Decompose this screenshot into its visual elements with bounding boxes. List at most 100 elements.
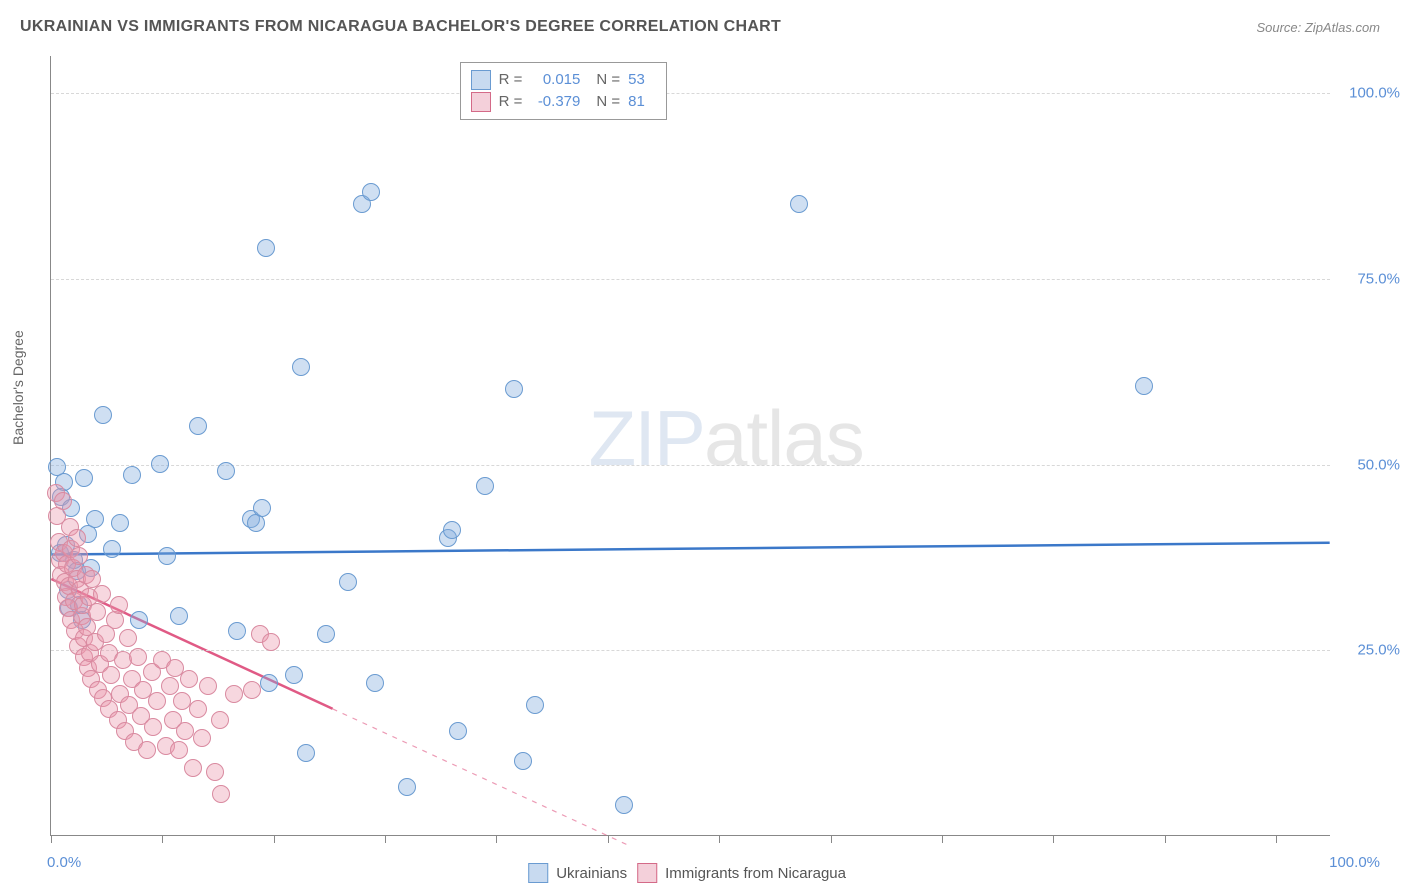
data-point-ukrainians (339, 573, 357, 591)
data-point-nicaragua (189, 700, 207, 718)
data-point-ukrainians (526, 696, 544, 714)
x-tick (385, 835, 386, 843)
data-point-nicaragua (193, 729, 211, 747)
data-point-ukrainians (443, 521, 461, 539)
x-tick (608, 835, 609, 843)
legend-swatch-icon (528, 863, 548, 883)
data-point-ukrainians (514, 752, 532, 770)
data-point-ukrainians (86, 510, 104, 528)
data-point-ukrainians (130, 611, 148, 629)
y-axis-label: Bachelor's Degree (10, 330, 26, 445)
legend-swatch-icon (471, 70, 491, 90)
n-label: N = (596, 69, 620, 91)
legend-swatch-icon (637, 863, 657, 883)
y-tick-label: 50.0% (1340, 456, 1400, 473)
data-point-ukrainians (476, 477, 494, 495)
data-point-nicaragua (102, 666, 120, 684)
data-point-ukrainians (253, 499, 271, 517)
x-min-label: 0.0% (47, 854, 81, 871)
data-point-ukrainians (189, 417, 207, 435)
data-point-nicaragua (70, 547, 88, 565)
grid-line (51, 465, 1330, 466)
data-point-nicaragua (176, 722, 194, 740)
data-point-ukrainians (285, 666, 303, 684)
data-point-nicaragua (199, 677, 217, 695)
data-point-ukrainians (292, 358, 310, 376)
data-point-ukrainians (615, 796, 633, 814)
data-point-ukrainians (111, 514, 129, 532)
data-point-nicaragua (173, 692, 191, 710)
trend-line-dashed-nicaragua (333, 709, 627, 845)
data-point-ukrainians (362, 183, 380, 201)
data-point-nicaragua (129, 648, 147, 666)
data-point-ukrainians (170, 607, 188, 625)
x-tick (162, 835, 163, 843)
data-point-nicaragua (243, 681, 261, 699)
x-tick (274, 835, 275, 843)
data-point-nicaragua (262, 633, 280, 651)
legend-stat-row-ukrainians: R = 0.015 N = 53 (471, 69, 657, 91)
data-point-ukrainians (366, 674, 384, 692)
grid-line (51, 279, 1330, 280)
data-point-ukrainians (217, 462, 235, 480)
data-point-nicaragua (212, 785, 230, 803)
legend-swatch-icon (471, 92, 491, 112)
r-value: 0.015 (530, 69, 580, 91)
data-point-nicaragua (206, 763, 224, 781)
data-point-ukrainians (260, 674, 278, 692)
series-legend: Ukrainians Immigrants from Nicaragua (528, 863, 846, 883)
chart-title: UKRAINIAN VS IMMIGRANTS FROM NICARAGUA B… (20, 18, 781, 36)
data-point-nicaragua (148, 692, 166, 710)
n-label: N = (596, 91, 620, 113)
x-tick (1276, 835, 1277, 843)
y-tick-label: 100.0% (1340, 85, 1400, 102)
data-point-ukrainians (158, 547, 176, 565)
data-point-nicaragua (119, 629, 137, 647)
data-point-ukrainians (297, 744, 315, 762)
data-point-ukrainians (398, 778, 416, 796)
grid-line (51, 93, 1330, 94)
n-value: 53 (628, 69, 656, 91)
trend-lines (51, 56, 1330, 835)
x-tick (942, 835, 943, 843)
x-tick (831, 835, 832, 843)
data-point-nicaragua (180, 670, 198, 688)
x-max-label: 100.0% (1329, 854, 1380, 871)
y-tick-label: 75.0% (1340, 270, 1400, 287)
r-label: R = (499, 69, 523, 91)
data-point-nicaragua (68, 529, 86, 547)
data-point-nicaragua (93, 585, 111, 603)
x-tick (1165, 835, 1166, 843)
correlation-legend: R = 0.015 N = 53 R = -0.379 N = 81 (460, 62, 668, 120)
data-point-ukrainians (123, 466, 141, 484)
data-point-nicaragua (184, 759, 202, 777)
data-point-ukrainians (75, 469, 93, 487)
data-point-nicaragua (110, 596, 128, 614)
source-attribution: Source: ZipAtlas.com (1256, 20, 1380, 35)
legend-label: Immigrants from Nicaragua (665, 865, 846, 882)
x-tick (719, 835, 720, 843)
x-tick (1053, 835, 1054, 843)
data-point-ukrainians (317, 625, 335, 643)
data-point-nicaragua (54, 492, 72, 510)
data-point-ukrainians (228, 622, 246, 640)
legend-item-ukrainians: Ukrainians (528, 863, 627, 883)
trend-line-ukrainians (51, 543, 1329, 555)
r-value: -0.379 (530, 91, 580, 113)
legend-item-nicaragua: Immigrants from Nicaragua (637, 863, 846, 883)
legend-label: Ukrainians (556, 865, 627, 882)
data-point-nicaragua (144, 718, 162, 736)
data-point-ukrainians (1135, 377, 1153, 395)
grid-line (51, 650, 1330, 651)
data-point-nicaragua (88, 603, 106, 621)
x-tick (496, 835, 497, 843)
data-point-ukrainians (103, 540, 121, 558)
x-tick (51, 835, 52, 843)
data-point-ukrainians (151, 455, 169, 473)
data-point-ukrainians (505, 380, 523, 398)
r-label: R = (499, 91, 523, 113)
data-point-nicaragua (225, 685, 243, 703)
n-value: 81 (628, 91, 656, 113)
data-point-ukrainians (449, 722, 467, 740)
legend-stat-row-nicaragua: R = -0.379 N = 81 (471, 91, 657, 113)
